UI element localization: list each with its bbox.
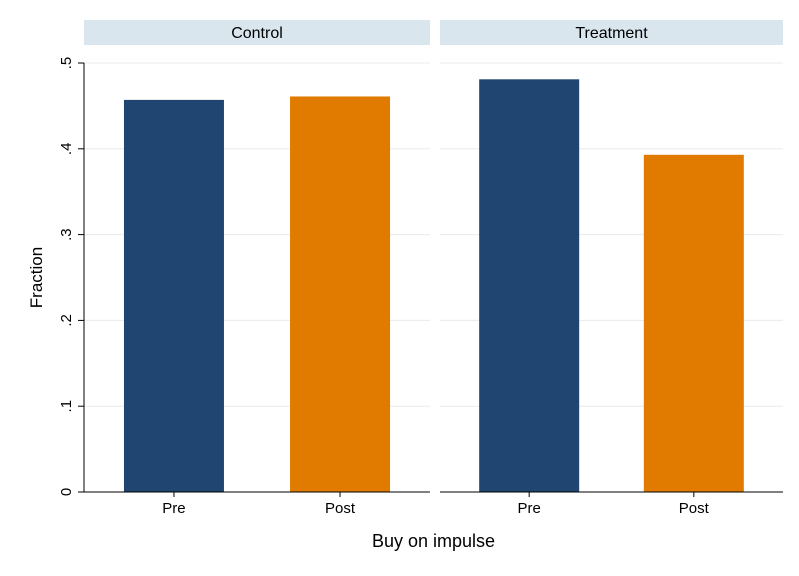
bar-treatment-post [643, 154, 744, 492]
y-tick-label: .1 [58, 400, 75, 413]
x-tick-label: Pre [518, 500, 541, 517]
y-axis-title: Fraction [27, 247, 46, 308]
x-tick-label: Pre [162, 500, 185, 517]
y-tick-label: .3 [58, 228, 75, 241]
panel-control: Control Pre Post [84, 20, 430, 517]
bar-control-pre [123, 99, 224, 493]
x-tick-label: Post [679, 500, 710, 517]
bar-treatment-pre [479, 79, 580, 492]
panel-header [84, 20, 430, 45]
y-tick-label: .4 [58, 143, 75, 156]
y-tick-label: 0 [58, 488, 75, 496]
bar-control-post [290, 96, 391, 492]
panel-header [440, 20, 783, 45]
x-tick-label: Post [325, 500, 356, 517]
panel-title: Control [231, 25, 283, 42]
x-axis-title: Buy on impulse [372, 531, 495, 551]
y-tick-label: .5 [58, 57, 75, 70]
panel-treatment: Treatment Pre Post [440, 20, 783, 517]
panel-title: Treatment [575, 25, 648, 42]
y-tick-label: .2 [58, 314, 75, 327]
